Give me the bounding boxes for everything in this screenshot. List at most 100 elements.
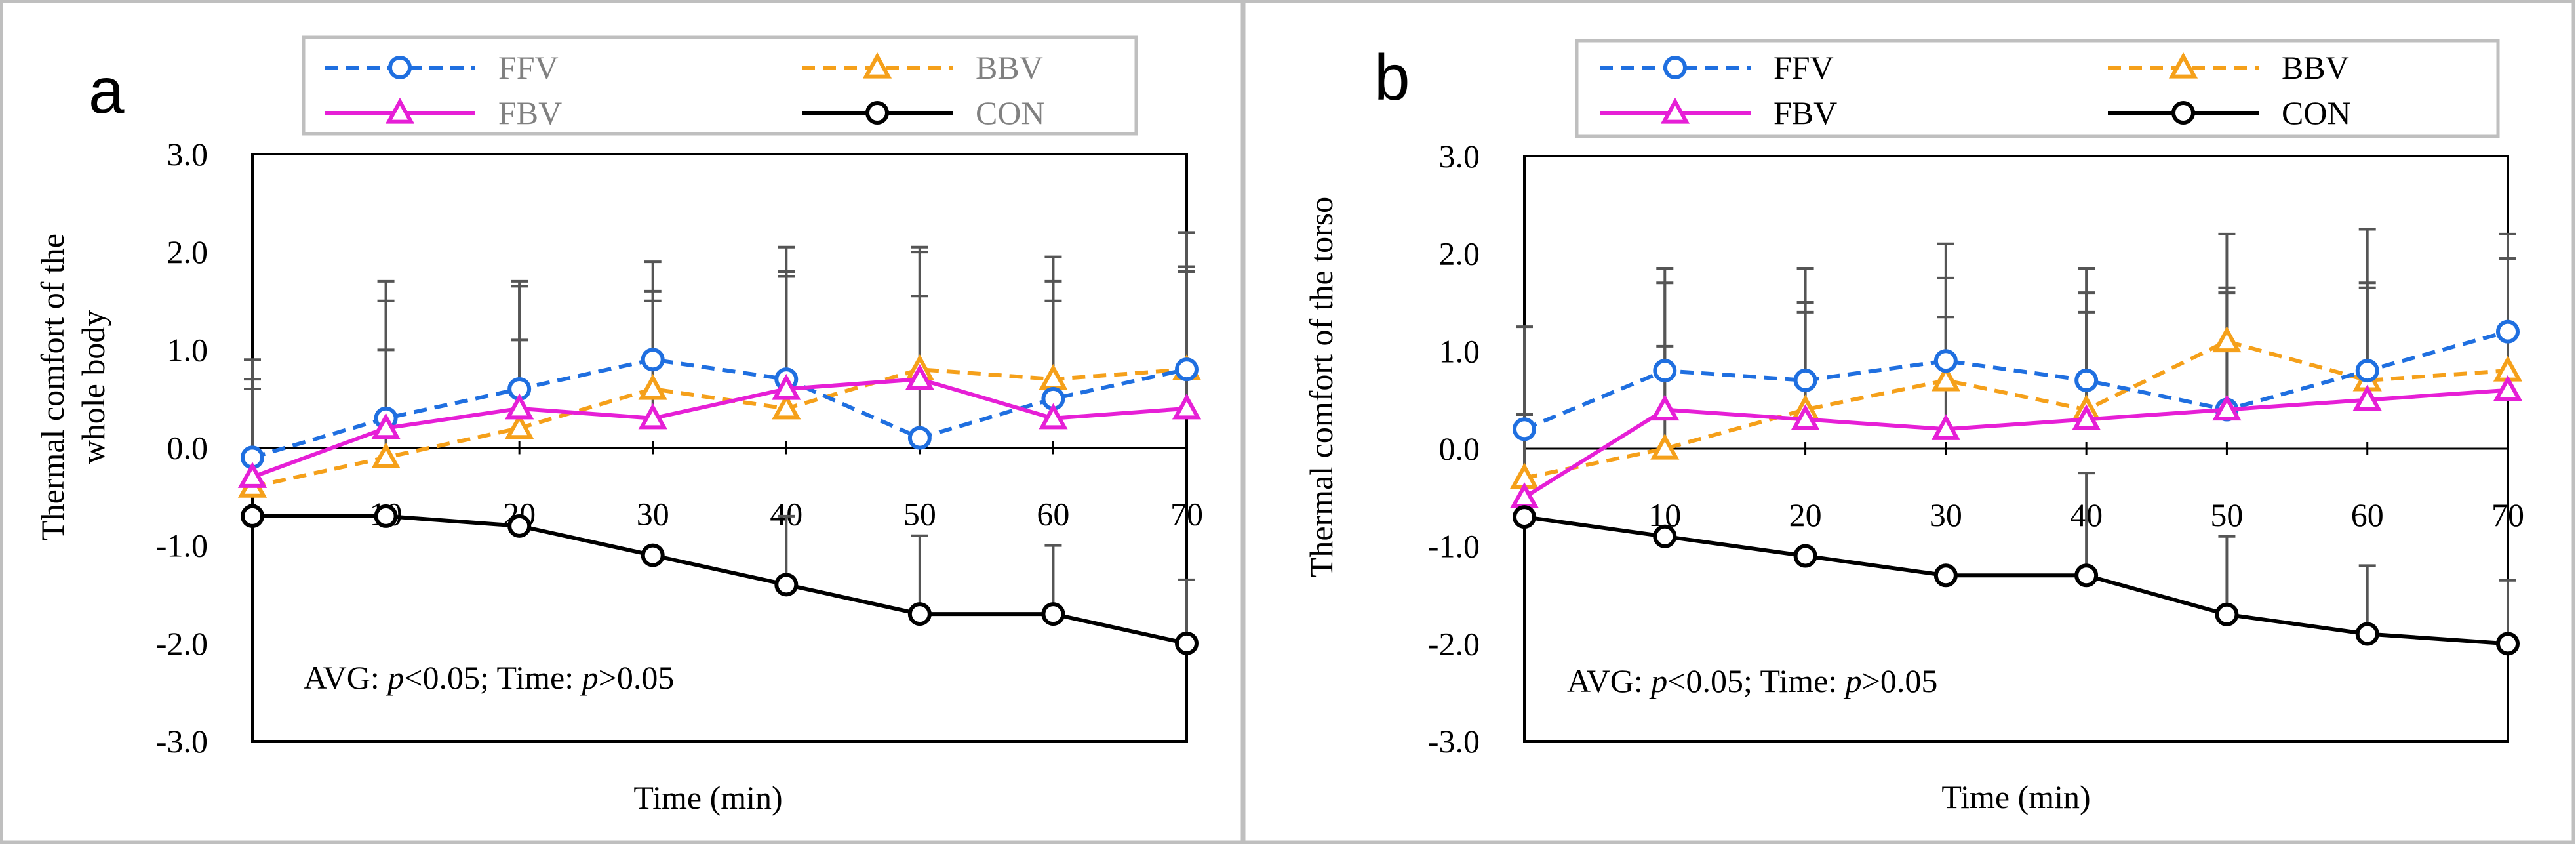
data-point-con [1796,546,1815,566]
panel-b: b3.02.01.00.0-1.0-2.0-3.0010203040506070… [1303,41,2524,815]
data-point-fbv [1176,397,1198,418]
panel-a: a3.02.01.00.0-1.0-2.0-3.0010203040506070… [34,37,1203,816]
y-tick-label: 0.0 [1439,430,1480,467]
annotation-p: p [386,659,404,696]
data-point-fbv [1513,486,1536,506]
x-tick-label: 50 [903,496,936,533]
data-point-bbv [1042,368,1064,388]
y-axis-label-line: whole body [75,310,111,464]
x-axis-label: Time (min) [1941,779,2090,815]
data-point-bbv [2215,330,2238,350]
figure: a3.02.01.00.0-1.0-2.0-3.0010203040506070… [0,0,2576,856]
y-tick-label: 1.0 [167,331,208,368]
y-tick-label: 2.0 [1439,235,1480,272]
x-tick-label: 30 [637,496,669,533]
data-point-ffv [1177,359,1197,379]
x-tick-label: 60 [1037,496,1069,533]
data-point-con [1515,507,1534,527]
annotation-p: p [1649,662,1667,699]
data-point-fbv [1042,407,1064,428]
data-point-con [1177,634,1197,653]
panel-label: a [89,54,125,127]
legend-label-bbv: BBV [2282,49,2349,86]
panel-label: b [1374,41,1410,113]
data-point-fbv [642,407,664,428]
x-axis-label: Time (min) [633,779,782,816]
x-tick-label: 30 [1930,497,1962,533]
y-axis-label: Thermal comfort of the torso [1303,197,1339,577]
legend-box [1577,41,2498,136]
data-point-fbv [241,466,264,486]
data-point-con [2358,624,2377,643]
data-point-fbv [2497,379,2519,399]
x-tick-label: 70 [1170,496,1203,533]
data-point-con [376,506,396,526]
x-tick-label: 60 [2351,497,2384,533]
data-point-ffv [2498,322,2518,342]
data-point-ffv [1515,419,1534,439]
legend-label-bbv: BBV [976,49,1043,86]
annotation-time-value: >0.05 [1862,662,1938,699]
x-tick-label: 20 [1789,497,1822,533]
y-axis-label-line: Thermal comfort of the torso [1303,197,1339,577]
annotation-avg-value: <0.05; Time: [1667,662,1845,699]
data-point-bbv [1654,438,1676,458]
series-line-ffv [252,359,1187,457]
data-point-bbv [775,397,797,418]
y-tick-label: -2.0 [156,625,208,662]
data-point-con [776,575,796,594]
data-point-con [2076,565,2096,585]
data-point-fbv [1935,418,1957,438]
data-point-con [2217,605,2236,624]
stats-annotation: AVG: p<0.05; Time: p>0.05 [304,659,674,696]
data-point-con [1655,527,1674,546]
legend-marker-ffv [390,58,410,77]
data-point-ffv [2076,371,2096,390]
data-point-fbv [508,397,530,418]
data-point-con [910,604,930,624]
legend-marker-ffv [1665,58,1685,77]
data-point-con [1936,565,1956,585]
y-tick-label: -2.0 [1428,625,1480,662]
y-tick-label: 2.0 [167,234,208,270]
y-tick-label: -1.0 [1428,528,1480,565]
data-point-bbv [642,378,664,398]
annotation-avg-value: <0.05; Time: [404,659,582,696]
data-point-bbv [508,417,530,438]
y-tick-label: -3.0 [1428,723,1480,760]
data-point-ffv [2358,361,2377,380]
annotation-avg-label: AVG: [304,659,387,696]
y-tick-label: -1.0 [156,527,208,564]
legend-marker-con [2173,103,2193,123]
annotation-p: p [1844,662,1862,699]
y-tick-label: 1.0 [1439,333,1480,369]
data-point-ffv [1655,361,1674,380]
data-point-con [2498,634,2518,653]
annotation-p: p [580,659,599,696]
annotation-avg-label: AVG: [1567,662,1651,699]
series-line-con [252,516,1187,643]
y-tick-label: 3.0 [167,136,208,173]
legend-label-fbv: FBV [1773,94,1837,131]
data-point-fbv [1654,399,1676,419]
data-point-ffv [1936,351,1956,371]
y-tick-label: 3.0 [1439,138,1480,174]
data-point-ffv [910,428,930,448]
data-point-con [243,506,262,526]
legend-label-ffv: FFV [1773,49,1834,86]
legend-label-fbv: FBV [498,94,562,131]
y-tick-label: -3.0 [156,723,208,760]
x-tick-label: 70 [2491,497,2524,533]
data-point-bbv [375,446,397,466]
y-axis-label: Thermal comfort of the whole body [34,234,111,540]
y-tick-label: 0.0 [167,430,208,466]
data-point-con [643,546,663,565]
data-point-ffv [643,350,663,369]
data-point-ffv [1796,371,1815,390]
stats-annotation: AVG: p<0.05; Time: p>0.05 [1567,662,1937,699]
legend-label-con: CON [2282,94,2351,131]
data-point-con [509,516,529,536]
y-axis-label-line: Thermal comfort of the [34,234,71,540]
legend-label-con: CON [976,94,1045,131]
annotation-time-value: >0.05 [599,659,675,696]
